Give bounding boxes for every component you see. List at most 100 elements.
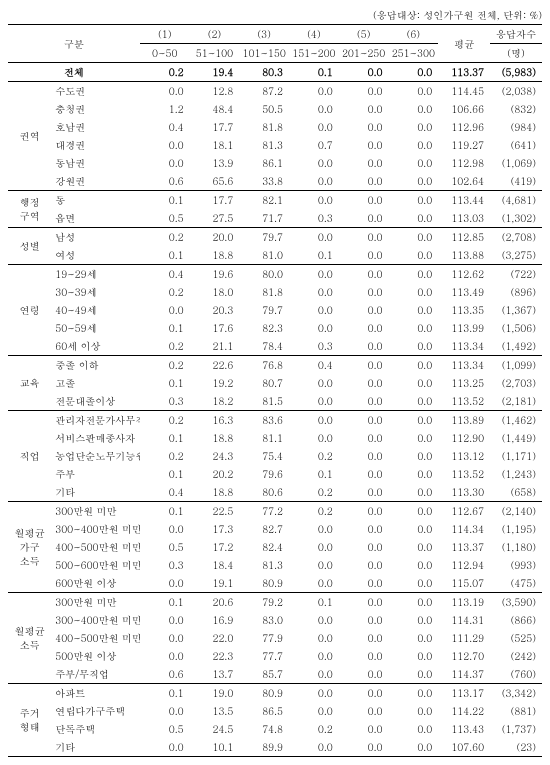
row-v1: 20.6 [190, 593, 240, 612]
row-v0: 0.0 [140, 520, 190, 538]
row-v2: 86.1 [239, 154, 289, 172]
row-label: 중졸 이하 [51, 356, 140, 375]
row-v5: 0.0 [388, 738, 438, 757]
row-v7: (1,737) [490, 720, 542, 738]
row-v0: 0.2 [140, 411, 190, 430]
row-v2: 79.2 [239, 593, 289, 612]
row-v7: (993) [490, 556, 542, 574]
row-label: 읍면 [51, 209, 140, 228]
row-v7: (475) [490, 574, 542, 593]
row-v4: 0.0 [339, 738, 389, 757]
row-label: 동남권 [51, 154, 140, 172]
row-v2: 79.7 [239, 228, 289, 247]
row-v3: 0.0 [289, 429, 339, 447]
row-v3: 0.0 [289, 647, 339, 665]
row-v3: 0.1 [289, 465, 339, 483]
table-row: 기타0.418.880.60.20.00.0113.30(658) [8, 483, 542, 502]
row-v2: 81.3 [239, 556, 289, 574]
row-v2: 81.1 [239, 429, 289, 447]
table-row: 600만원 이상0.019.180.90.00.00.0115.07(475) [8, 574, 542, 593]
row-v7: (2,140) [490, 502, 542, 521]
row-v5: 0.0 [388, 246, 438, 265]
row-v0: 0.2 [140, 356, 190, 375]
row-v7: (1,449) [490, 429, 542, 447]
row-v6: 112.96 [438, 118, 490, 136]
table-row: 30~39세0.218.081.80.00.00.0113.49(896) [8, 283, 542, 301]
row-v3: 0.7 [289, 136, 339, 154]
row-v6: 119.27 [438, 136, 490, 154]
row-v2: 74.8 [239, 720, 289, 738]
row-v2: 81.0 [239, 246, 289, 265]
row-v4: 0.0 [339, 392, 389, 411]
table-row: 권역수도권0.012.887.20.00.00.0114.45(2,038) [8, 82, 542, 101]
total-v7: (5,983) [490, 63, 542, 82]
row-v1: 13.9 [190, 154, 240, 172]
row-v5: 0.0 [388, 319, 438, 337]
table-row: 서비스판매종사자0.118.881.10.00.00.0112.90(1,449… [8, 429, 542, 447]
table-row: 주부0.120.279.60.10.00.0113.52(1,243) [8, 465, 542, 483]
row-v4: 0.0 [339, 136, 389, 154]
row-v6: 115.07 [438, 574, 490, 593]
row-v2: 80.9 [239, 574, 289, 593]
row-v1: 19.1 [190, 574, 240, 593]
row-v2: 83.6 [239, 411, 289, 430]
row-v0: 0.0 [140, 702, 190, 720]
row-v5: 0.0 [388, 191, 438, 210]
table-row: 강원권0.665.633.80.00.00.0102.64(419) [8, 172, 542, 191]
row-v5: 0.0 [388, 228, 438, 247]
row-v5: 0.0 [388, 483, 438, 502]
table-row: 40~49세0.020.379.70.00.00.0113.35(1,367) [8, 301, 542, 319]
row-v5: 0.0 [388, 118, 438, 136]
row-label: 충청권 [51, 100, 140, 118]
row-v1: 21.1 [190, 337, 240, 356]
row-v3: 0.2 [289, 720, 339, 738]
row-v0: 0.2 [140, 283, 190, 301]
row-v1: 22.0 [190, 629, 240, 647]
row-v5: 0.0 [388, 702, 438, 720]
group-category: 월평균가구소득 [8, 502, 51, 593]
row-v5: 0.0 [388, 136, 438, 154]
header-row-1: 구분 (1) (2) (3) (4) (5) (6) 평균 응답자수 [8, 25, 542, 44]
table-row: 행정구역동0.117.782.10.00.00.0113.44(4,681) [8, 191, 542, 210]
row-v0: 0.0 [140, 154, 190, 172]
row-v2: 50.5 [239, 100, 289, 118]
row-v7: (760) [490, 665, 542, 684]
row-v7: (832) [490, 100, 542, 118]
h-c3: (3) [239, 25, 289, 44]
row-v3: 0.0 [289, 684, 339, 703]
row-v3: 0.0 [289, 738, 339, 757]
row-v7: (1,180) [490, 538, 542, 556]
row-v0: 0.0 [140, 738, 190, 757]
row-v6: 111.29 [438, 629, 490, 647]
row-v3: 0.0 [289, 172, 339, 191]
row-v0: 0.1 [140, 374, 190, 392]
row-v3: 0.0 [289, 665, 339, 684]
row-label: 주부 [51, 465, 140, 483]
row-v7: (658) [490, 483, 542, 502]
table-row: 직업관리자전문가사무직0.216.383.60.00.00.0113.89(1,… [8, 411, 542, 430]
row-v4: 0.0 [339, 720, 389, 738]
total-label: 전체 [8, 63, 140, 82]
row-v2: 77.2 [239, 502, 289, 521]
row-v3: 0.2 [289, 447, 339, 465]
table-row: 월평균소득300만원 미만0.120.679.20.10.00.0113.19(… [8, 593, 542, 612]
row-v0: 0.1 [140, 246, 190, 265]
row-v6: 113.89 [438, 411, 490, 430]
row-v7: (641) [490, 136, 542, 154]
row-v7: (984) [490, 118, 542, 136]
row-v1: 17.7 [190, 191, 240, 210]
row-v3: 0.0 [289, 411, 339, 430]
total-v6: 113.37 [438, 63, 490, 82]
row-v1: 12.8 [190, 82, 240, 101]
row-v6: 113.17 [438, 684, 490, 703]
row-v4: 0.0 [339, 429, 389, 447]
row-v2: 83.0 [239, 611, 289, 629]
h-r6: 251~300 [388, 44, 438, 63]
row-v3: 0.0 [289, 702, 339, 720]
row-v7: (1,302) [490, 209, 542, 228]
table-row: 300~400만원 미만0.017.382.70.00.00.0114.34(1… [8, 520, 542, 538]
table-row: 충청권1.248.450.50.00.00.0106.66(832) [8, 100, 542, 118]
row-v3: 0.0 [289, 319, 339, 337]
row-v5: 0.0 [388, 665, 438, 684]
row-v4: 0.0 [339, 118, 389, 136]
